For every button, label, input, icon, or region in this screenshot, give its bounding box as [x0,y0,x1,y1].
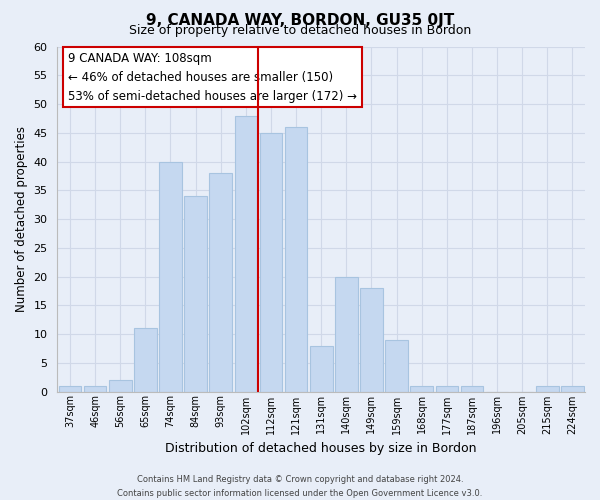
Bar [134,328,157,392]
Bar [360,288,383,392]
Y-axis label: Number of detached properties: Number of detached properties [15,126,28,312]
Bar [209,173,232,392]
Bar [436,386,458,392]
Text: 9, CANADA WAY, BORDON, GU35 0JT: 9, CANADA WAY, BORDON, GU35 0JT [146,12,454,28]
Bar [461,386,483,392]
Bar [536,386,559,392]
Bar [59,386,81,392]
Bar [335,276,358,392]
Text: Contains HM Land Registry data © Crown copyright and database right 2024.
Contai: Contains HM Land Registry data © Crown c… [118,476,482,498]
Bar [260,133,282,392]
Bar [285,127,307,392]
Bar [385,340,408,392]
X-axis label: Distribution of detached houses by size in Bordon: Distribution of detached houses by size … [166,442,477,455]
Bar [235,116,257,392]
Bar [84,386,106,392]
Bar [109,380,131,392]
Bar [159,162,182,392]
Bar [410,386,433,392]
Bar [184,196,207,392]
Bar [310,346,332,392]
Text: 9 CANADA WAY: 108sqm
← 46% of detached houses are smaller (150)
53% of semi-deta: 9 CANADA WAY: 108sqm ← 46% of detached h… [68,52,357,102]
Text: Size of property relative to detached houses in Bordon: Size of property relative to detached ho… [129,24,471,37]
Bar [561,386,584,392]
